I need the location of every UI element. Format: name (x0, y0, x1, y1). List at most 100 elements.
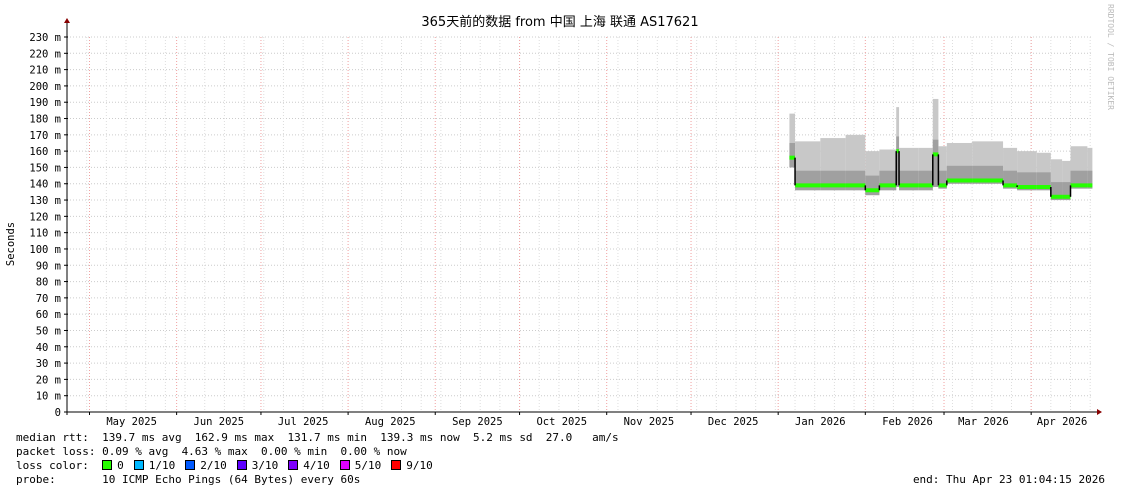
smoke-band-inner (938, 170, 947, 189)
loss-color-label: 3/10 (251, 459, 279, 472)
median-point (865, 188, 880, 193)
smoke-band-inner (932, 139, 939, 187)
y-tick-label: 80 m (36, 277, 61, 289)
smoke-band-inner (789, 142, 796, 168)
median-point (845, 183, 866, 188)
loss-color-swatch (339, 460, 350, 470)
y-tick-label: 40 m (36, 342, 61, 354)
x-tick-label: Nov 2025 (624, 416, 675, 428)
y-tick-label: 0 (55, 407, 61, 419)
loss-color-label: 9/10 (406, 459, 433, 472)
loss-color-swatch (185, 460, 196, 470)
median-point (795, 183, 821, 188)
y-tick-label: 170 m (29, 130, 61, 142)
legend-loss-color: loss color: 0 1/10 2/10 3/10 4/10 5/10 9/10 (16, 459, 443, 473)
x-tick-label: Dec 2025 (708, 416, 759, 428)
median-point (896, 149, 900, 154)
legend-probe: probe: 10 ICMP Echo Pings (64 Bytes) eve… (16, 473, 361, 486)
median-point (899, 183, 919, 188)
loss-color-item: 1/10 (133, 459, 176, 472)
median-point (946, 178, 973, 183)
loss-color-item: 9/10 (391, 459, 433, 472)
median-point (938, 183, 947, 188)
loss-color-item: 5/10 (339, 459, 382, 472)
rrdtool-watermark: RRDTOOL / TOBI OETIKER (1106, 4, 1115, 110)
y-tick-label: 60 m (36, 309, 61, 321)
loss-color-item: 3/10 (236, 459, 279, 472)
x-axis-arrow (1097, 409, 1102, 415)
y-tick-label: 70 m (36, 293, 61, 305)
median-point (1003, 183, 1018, 188)
x-tick-label: Aug 2025 (365, 416, 416, 428)
y-tick-label: 150 m (29, 162, 61, 174)
loss-color-label: 2/10 (200, 459, 227, 472)
loss-color-label: 1/10 (148, 459, 176, 472)
chart-title: 365天前的数据 from 中国 上海 联通 AS17621 (421, 14, 698, 30)
loss-color-swatch (391, 460, 402, 470)
smoke-band-inner (1050, 182, 1063, 201)
loss-color-label: 4/10 (303, 459, 330, 472)
smoke-band-inner (1087, 170, 1093, 189)
smoke-band-outer (1062, 160, 1071, 201)
median-point (820, 183, 846, 188)
y-tick-label: 100 m (29, 244, 61, 256)
x-tick-label: Sep 2025 (452, 416, 503, 428)
smoke-band-inner (896, 136, 900, 187)
x-tick-label: May 2025 (106, 416, 157, 428)
y-tick-label: 110 m (29, 228, 61, 240)
x-tick-label: Jul 2025 (278, 416, 329, 428)
loss-color-swatch (236, 460, 247, 470)
legend-packet-loss: packet loss: 0.09 % avg 4.63 % max 0.00 … (16, 445, 407, 458)
y-axis-label: Seconds (5, 222, 17, 266)
x-tick-label: Feb 2026 (882, 416, 933, 428)
y-tick-label: 140 m (29, 179, 61, 191)
loss-color-swatch (288, 460, 299, 470)
smoke-bands (789, 98, 1093, 201)
median-point (918, 183, 933, 188)
loss-color-item: 2/10 (185, 459, 227, 472)
loss-color-item: 0 (102, 459, 124, 472)
legend-median-rtt: median rtt: 139.7 ms avg 162.9 ms max 13… (16, 431, 619, 444)
smoke-band-outer (789, 113, 796, 168)
median-point (879, 183, 897, 188)
median-point (1017, 185, 1037, 189)
loss-color-item: 4/10 (288, 459, 330, 472)
y-tick-label: 90 m (36, 260, 61, 272)
median-point (1062, 194, 1071, 199)
x-tick-label: Mar 2026 (958, 416, 1009, 428)
x-tick-label: Jan 2026 (795, 416, 846, 428)
y-tick-label: 120 m (29, 211, 61, 223)
median-point (1087, 183, 1093, 188)
y-tick-label: 190 m (29, 97, 61, 109)
median-point (789, 155, 796, 160)
loss-color-label: 0 (117, 459, 124, 472)
x-tick-label: Oct 2025 (536, 416, 587, 428)
y-tick-label: 130 m (29, 195, 61, 207)
smoke-band-outer (1087, 147, 1093, 189)
median-point (972, 178, 1004, 183)
smoke-band-outer (938, 146, 947, 189)
x-tick-label: Apr 2026 (1037, 416, 1088, 428)
smoke-band-outer (1050, 159, 1063, 201)
y-tick-label: 50 m (36, 325, 61, 337)
y-tick-label: 230 m (29, 32, 61, 44)
median-point (1036, 185, 1051, 189)
loss-color-swatch (133, 460, 144, 470)
loss-color-label: 5/10 (354, 459, 382, 472)
median-line (789, 149, 1093, 199)
median-point (932, 152, 939, 157)
legend-end-time: end: Thu Apr 23 01:04:15 2026 (912, 473, 1105, 486)
axes: 0 10 m 20 m 30 m 40 m 50 m 60 m 70 m 80 m 90 m 100… (29, 18, 1102, 428)
x-tick-label: Jun 2025 (194, 416, 245, 428)
loss-color-swatch (102, 460, 113, 470)
y-tick-label: 160 m (29, 146, 61, 158)
y-tick-label: 200 m (29, 81, 61, 93)
y-tick-label: 30 m (36, 358, 61, 370)
y-tick-label: 20 m (36, 374, 61, 386)
median-point (1050, 194, 1063, 199)
y-tick-label: 180 m (29, 114, 61, 126)
y-tick-label: 10 m (36, 391, 61, 403)
grid (66, 36, 1093, 412)
smoke-band-inner (1062, 182, 1071, 201)
